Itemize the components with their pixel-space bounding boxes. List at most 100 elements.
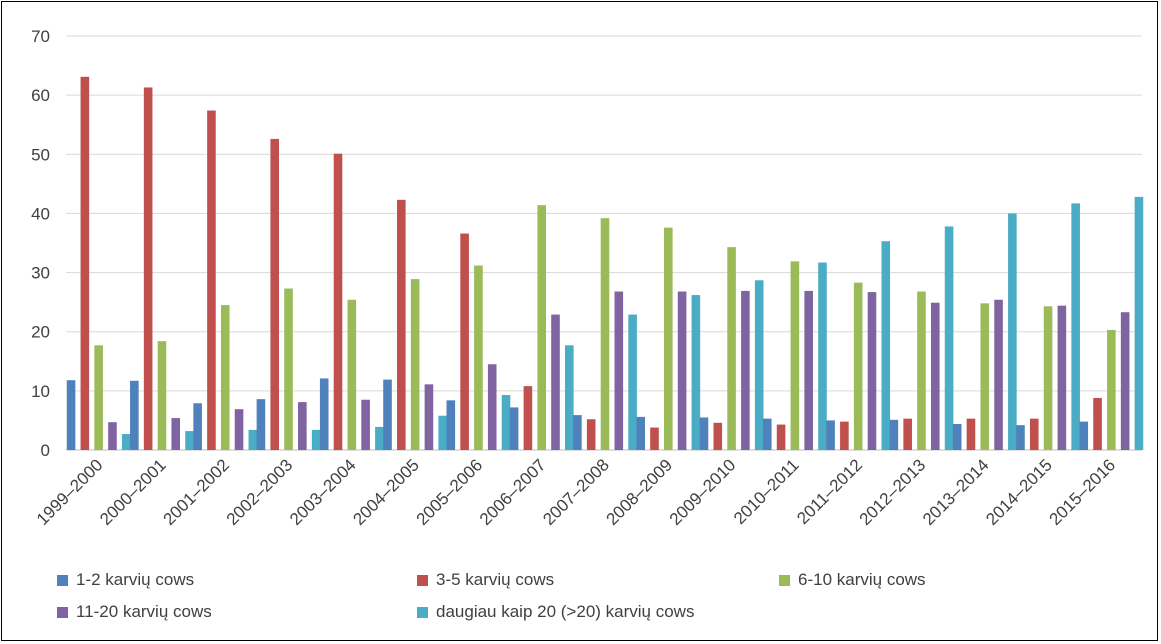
bar bbox=[501, 395, 511, 450]
bar bbox=[691, 295, 701, 450]
bar bbox=[193, 403, 202, 450]
bar bbox=[762, 418, 772, 450]
bar bbox=[361, 399, 370, 450]
legend-swatch bbox=[417, 574, 428, 586]
bar bbox=[319, 378, 329, 450]
bar bbox=[881, 241, 891, 450]
bar bbox=[410, 279, 420, 450]
bar bbox=[537, 205, 547, 450]
bar bbox=[171, 418, 181, 450]
bar bbox=[966, 418, 976, 450]
y-tick-label: 20 bbox=[31, 323, 50, 342]
bar-series-group bbox=[66, 76, 1144, 451]
y-tick-label: 0 bbox=[41, 441, 50, 460]
bar bbox=[1057, 305, 1067, 450]
y-tick-label: 50 bbox=[31, 145, 50, 164]
x-tick-label: 2001–2002 bbox=[159, 455, 233, 529]
bar bbox=[573, 415, 582, 450]
legend-swatch bbox=[57, 574, 68, 586]
x-tick-label: 2009–2010 bbox=[666, 455, 740, 529]
bar bbox=[94, 345, 103, 450]
bar bbox=[804, 290, 813, 450]
bar bbox=[375, 426, 384, 450]
bar bbox=[474, 265, 483, 450]
x-tick-label: 1999–2000 bbox=[33, 455, 107, 529]
bar bbox=[333, 153, 343, 450]
bar bbox=[600, 218, 610, 450]
legend-label: 3-5 karvių cows bbox=[436, 570, 555, 589]
bar bbox=[460, 233, 469, 450]
bar bbox=[826, 420, 835, 450]
bar bbox=[889, 419, 899, 450]
bar bbox=[383, 379, 392, 450]
bar bbox=[551, 314, 560, 450]
x-tick-label: 2012–2013 bbox=[856, 455, 930, 529]
legend-item-11-20: 11-20 karvių cows bbox=[57, 602, 212, 622]
bar bbox=[1071, 203, 1080, 450]
legend-swatch bbox=[779, 574, 790, 586]
bar bbox=[903, 418, 912, 450]
bar-chart: 0 10 20 30 40 50 60 70 1999–20002000–20012001–2… bbox=[31, 27, 1144, 529]
x-tick-label: 2004–2005 bbox=[349, 455, 423, 529]
bar bbox=[234, 409, 244, 450]
bar bbox=[347, 299, 357, 450]
x-tick-label: 2005–2006 bbox=[413, 455, 487, 529]
bar bbox=[487, 364, 497, 450]
legend: 1-2 karvių cows 3-5 karvių cows 6-10 kar… bbox=[57, 570, 1137, 634]
bar bbox=[713, 422, 723, 450]
bar bbox=[636, 416, 645, 450]
x-tick-label: 2015–2016 bbox=[1046, 455, 1120, 529]
bar bbox=[143, 87, 153, 450]
bar bbox=[754, 280, 764, 450]
legend-item-1-2: 1-2 karvių cows bbox=[57, 570, 194, 590]
bar bbox=[944, 226, 954, 450]
legend-label: 11-20 karvių cows bbox=[76, 602, 212, 621]
bar bbox=[980, 303, 990, 450]
bar bbox=[311, 429, 321, 450]
y-tick-label: 40 bbox=[31, 204, 50, 223]
bar bbox=[565, 345, 574, 450]
bar bbox=[157, 341, 167, 450]
bar bbox=[207, 110, 216, 451]
legend-item-6-10: 6-10 karvių cows bbox=[779, 570, 926, 590]
legend-label: 6-10 karvių cows bbox=[798, 570, 926, 589]
bar bbox=[284, 288, 293, 450]
bar bbox=[1016, 425, 1025, 450]
bar bbox=[1093, 397, 1102, 450]
bar bbox=[438, 415, 448, 450]
y-tick-label: 60 bbox=[31, 86, 50, 105]
bar bbox=[677, 291, 687, 450]
bar bbox=[917, 291, 926, 450]
legend-swatch bbox=[417, 606, 428, 618]
bar bbox=[108, 422, 117, 450]
legend-label: daugiau kaip 20 (>20) karvių cows bbox=[436, 602, 695, 621]
legend-item-3-5: 3-5 karvių cows bbox=[417, 570, 554, 590]
bar bbox=[270, 138, 280, 450]
bar bbox=[930, 302, 940, 450]
bar bbox=[424, 384, 434, 450]
bar bbox=[1134, 196, 1144, 450]
bar bbox=[256, 399, 266, 450]
bar bbox=[121, 434, 131, 450]
bar bbox=[741, 290, 750, 450]
x-tick-label: 2007–2008 bbox=[539, 455, 613, 529]
bar bbox=[818, 262, 827, 450]
y-tick-label: 30 bbox=[31, 264, 50, 283]
x-tick-label: 2010–2011 bbox=[730, 455, 803, 528]
bar bbox=[1029, 418, 1039, 450]
bar bbox=[994, 299, 1003, 450]
bar bbox=[790, 261, 800, 450]
bar bbox=[66, 380, 76, 450]
legend-item-over-20: daugiau kaip 20 (>20) karvių cows bbox=[417, 602, 694, 622]
legend-swatch bbox=[57, 606, 68, 618]
bar bbox=[614, 291, 624, 450]
bar bbox=[130, 380, 139, 450]
x-tick-label: 2013–2014 bbox=[919, 455, 993, 529]
bar bbox=[185, 431, 194, 450]
x-tick-label: 2002–2003 bbox=[223, 455, 297, 529]
y-tick-label: 70 bbox=[31, 27, 50, 46]
bar bbox=[867, 292, 877, 450]
bar bbox=[1008, 213, 1017, 450]
bar bbox=[248, 429, 258, 450]
